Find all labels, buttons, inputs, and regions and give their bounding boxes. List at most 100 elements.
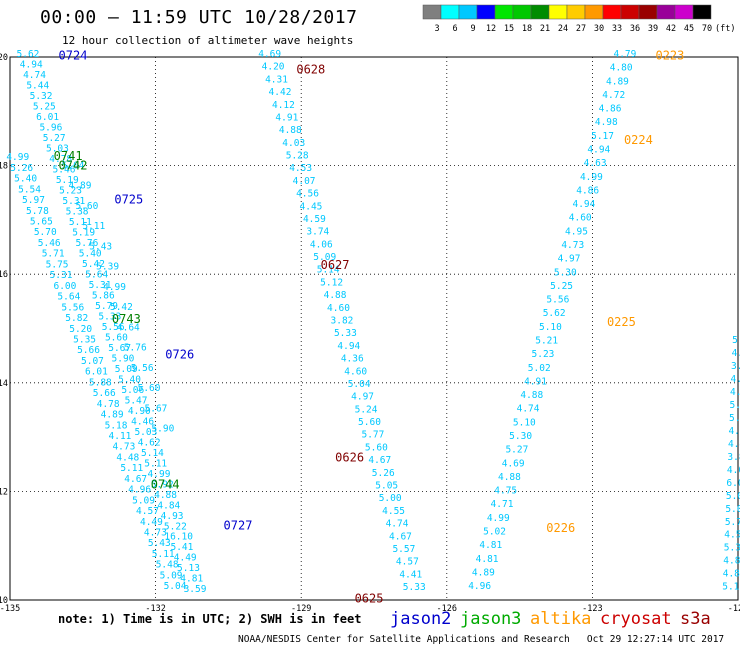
swh-value: 4.74 — [517, 404, 540, 415]
swh-value: 4.49 — [140, 517, 163, 528]
colorbar-label: 33 — [612, 24, 622, 34]
swh-value: 5.30 — [509, 431, 532, 442]
swh-value: 4.48 — [728, 439, 740, 450]
swh-value: 3.82 — [331, 316, 354, 327]
swh-value: 4.41 — [399, 569, 422, 580]
swh-value: 5.13 — [729, 413, 740, 424]
swh-value: 4.88 — [498, 472, 521, 483]
swh-value: 5.10 — [539, 322, 562, 333]
swh-value: 5.66 — [93, 388, 116, 399]
swh-value: 5.43 — [148, 538, 171, 549]
swh-value: 5.60 — [365, 442, 388, 453]
swh-value: 5.14 — [317, 265, 340, 276]
swh-value: 5.92 — [151, 479, 174, 490]
lat-tick-label: 12 — [0, 487, 8, 497]
swh-value: 4.75 — [494, 486, 517, 497]
swh-value: 5.60 — [138, 383, 161, 394]
swh-value: 5.15 — [722, 582, 740, 593]
colorbar-label: 36 — [630, 24, 640, 34]
swh-value: 4.63 — [584, 158, 607, 169]
swh-value: 6.01 — [85, 367, 108, 378]
swh-value: 6.00 — [53, 281, 76, 292]
swh-value: 4.57 — [136, 506, 159, 517]
pass-label: 0743 — [112, 312, 141, 326]
swh-value: 5.77 — [361, 430, 384, 441]
swh-value: 4.97 — [558, 254, 581, 265]
swh-value: 5.20 — [69, 324, 92, 335]
swh-value: 4.67 — [124, 474, 147, 485]
swh-value: 5.25 — [550, 281, 573, 292]
swh-value: 4.88 — [154, 490, 177, 501]
swh-value: 4.69 — [258, 49, 281, 60]
swh-value: 4.94 — [337, 341, 360, 352]
swh-value: 5.02 — [528, 363, 551, 374]
pass-label: 0224 — [624, 133, 653, 147]
swh-value: 5.23 — [532, 349, 555, 360]
swh-value: 5.13 — [177, 563, 200, 574]
lon-tick-label: -120 — [728, 604, 740, 614]
pass-label: 0726 — [165, 347, 194, 361]
colorbar-label: 12 — [486, 24, 496, 34]
swh-value: 5.05 — [375, 480, 398, 491]
swh-value: 5.70 — [34, 227, 57, 238]
swh-value: 5.62 — [17, 49, 40, 60]
swh-value: 5.86 — [92, 290, 115, 301]
swh-value: 4.86 — [576, 185, 599, 196]
swh-value: 4.90 — [128, 406, 151, 417]
swh-value: 5.09 — [313, 252, 336, 263]
swh-value: 4.73 — [561, 240, 584, 251]
swh-value: 4.96 — [128, 485, 151, 496]
swh-value: 4.88 — [520, 390, 543, 401]
lat-tick-label: 10 — [0, 596, 8, 606]
lon-tick-label: -123 — [582, 604, 602, 614]
colorbar-label: 70 — [702, 24, 712, 34]
page-title: 00:00 – 11:59 UTC 10/28/2017 — [40, 7, 358, 28]
swh-value: 5.09 — [132, 495, 155, 506]
swh-value: 5.34 — [724, 543, 740, 554]
lat-tick-label: 16 — [0, 270, 8, 280]
colorbar-label: 42 — [666, 24, 676, 34]
swh-value: 4.67 — [389, 531, 412, 542]
colorbar-label: 24 — [558, 24, 568, 34]
swh-value: 5.56 — [546, 295, 569, 306]
swh-value: 5.90 — [151, 424, 174, 435]
colorbar-label: 30 — [594, 24, 604, 34]
swh-value: 5.40 — [79, 248, 102, 259]
swh-value: 4.74 — [386, 519, 409, 530]
swh-value: 5.32 — [30, 91, 53, 102]
swh-value: 5.10 — [513, 417, 536, 428]
swh-value: 4.56 — [724, 530, 740, 541]
swh-value: 4.55 — [382, 506, 405, 517]
swh-value: 5.76 — [124, 343, 147, 354]
swh-value: 5.56 — [131, 363, 154, 374]
swh-value: 4.95 — [565, 226, 588, 237]
swh-value: 5.09 — [115, 364, 138, 375]
swh-value: 5.43 — [89, 241, 112, 252]
swh-value: 5.31 — [89, 280, 112, 291]
swh-value: 4.57 — [396, 557, 419, 568]
swh-value: 4.94 — [587, 145, 610, 156]
swh-value: 5.64 — [85, 269, 108, 280]
swh-value: 5.06 — [121, 385, 144, 396]
swh-value: 5.48 — [156, 560, 179, 571]
swh-value: 5.96 — [39, 122, 62, 133]
swh-value: 4.81 — [180, 574, 203, 585]
lat-tick-label: 14 — [0, 379, 8, 389]
swh-value: 5.30 — [554, 267, 577, 278]
swh-value: 5.56 — [102, 322, 125, 333]
swh-value: 4.99 — [148, 469, 171, 480]
swh-value: 5.71 — [42, 249, 65, 260]
swh-value: 5.54 — [18, 184, 41, 195]
swh-value: 4.74 — [23, 70, 46, 81]
colorbar-label: 15 — [504, 24, 514, 34]
pass-label: 0627 — [321, 258, 350, 272]
colorbar-label: 21 — [540, 24, 550, 34]
colorbar-label: 6 — [452, 24, 457, 34]
swh-value: 4.48 — [116, 452, 139, 463]
swh-value: 5.44 — [26, 80, 49, 91]
swh-value: 5.08 — [726, 491, 740, 502]
swh-value: 4.98 — [595, 117, 618, 128]
swh-value: 4.86 — [723, 556, 740, 567]
lon-tick-label: -132 — [145, 604, 165, 614]
swh-value: 5.14 — [141, 448, 164, 459]
